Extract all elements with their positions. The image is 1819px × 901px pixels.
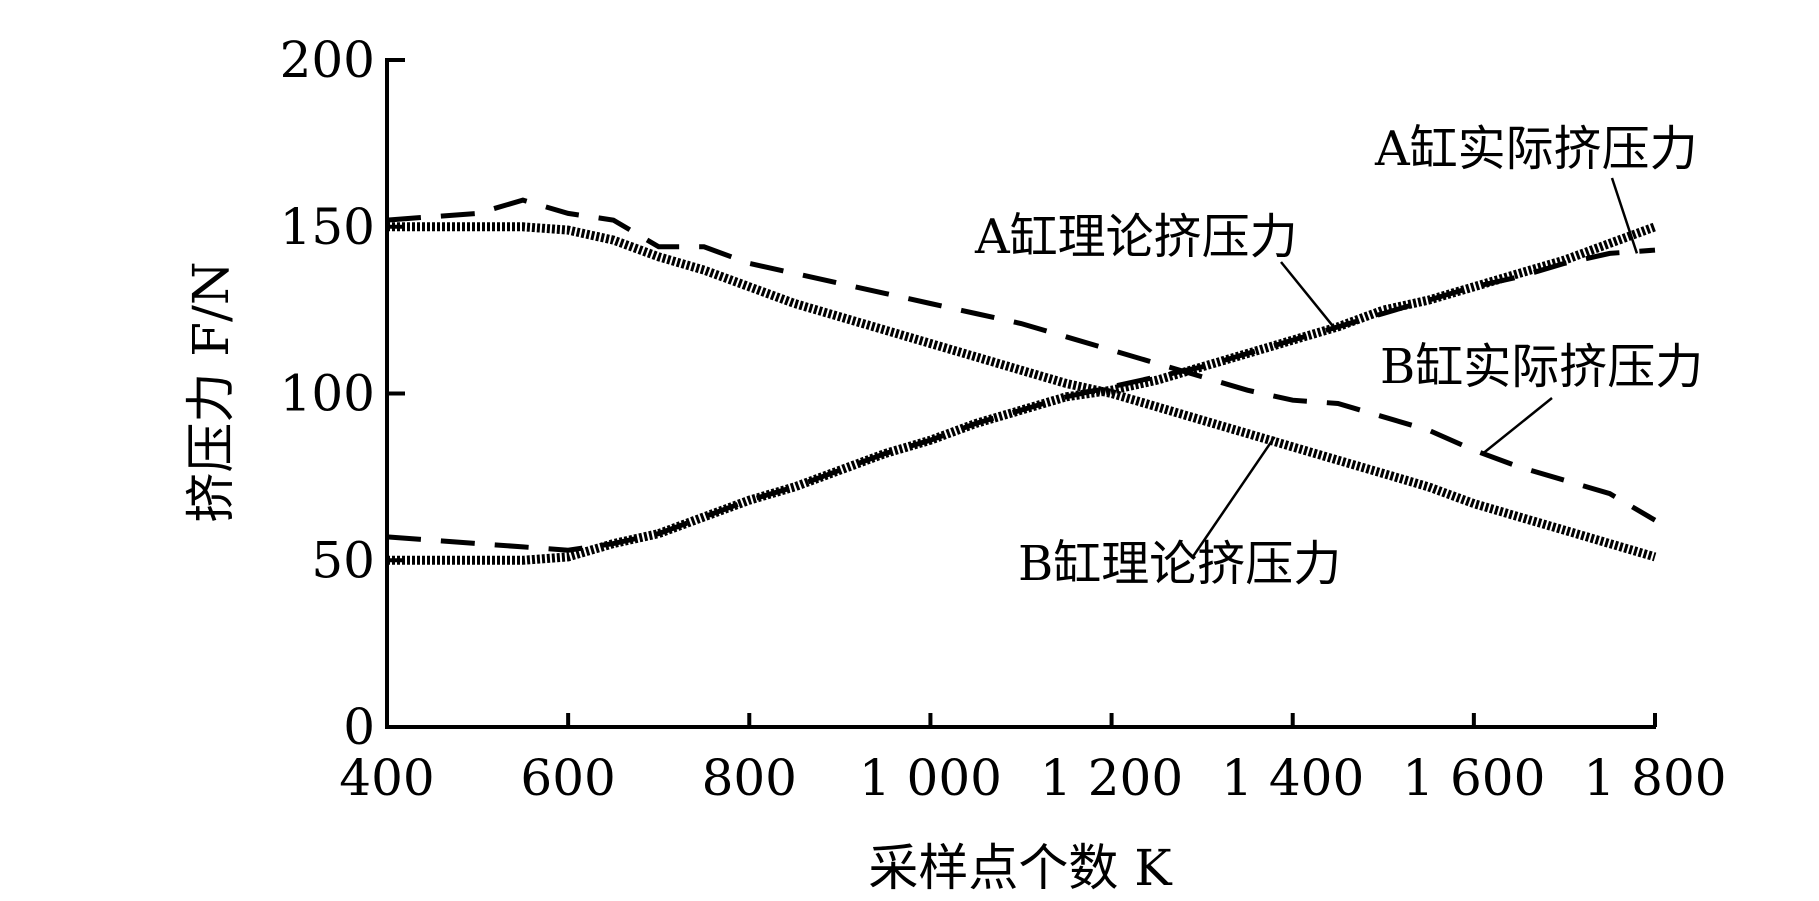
leader-b-theory bbox=[1190, 436, 1276, 559]
y-tick-label: 150 bbox=[280, 198, 375, 256]
x-tick-label: 1 600 bbox=[1402, 749, 1545, 807]
x-tick-label: 1 000 bbox=[859, 749, 1002, 807]
y-tick-label: 0 bbox=[343, 698, 375, 756]
annotation-b-actual: B缸实际挤压力 bbox=[1380, 339, 1703, 395]
leader-a-actual bbox=[1610, 177, 1639, 254]
annotation-a-theory: A缸理论挤压力 bbox=[974, 209, 1298, 265]
tick-layer: 400 600 800 1 000 1 200 1 400 1 600 1 800 0 50 100… bbox=[280, 31, 1727, 807]
series-b-actual-line bbox=[386, 197, 1657, 523]
series-layer bbox=[386, 197, 1657, 565]
leader-a-theory bbox=[1280, 261, 1335, 328]
series-a-actual-line bbox=[386, 247, 1656, 553]
y-tick-label: 50 bbox=[311, 531, 375, 589]
leader-b-actual bbox=[1482, 397, 1553, 455]
annotation-a-actual: A缸实际挤压力 bbox=[1374, 121, 1698, 177]
annotation-b-theory: B缸理论挤压力 bbox=[1018, 536, 1341, 592]
y-axis-title: 挤压力 F/N bbox=[182, 261, 240, 522]
x-axis-title: 采样点个数 K bbox=[868, 839, 1173, 897]
x-tick-label: 400 bbox=[339, 749, 434, 807]
series-b-theory-line bbox=[387, 222, 1657, 562]
y-tick-label: 100 bbox=[280, 365, 375, 423]
y-tick-label: 200 bbox=[280, 31, 375, 89]
x-tick-label: 1 200 bbox=[1040, 749, 1183, 807]
leader-layer bbox=[1190, 177, 1639, 559]
x-tick-label: 800 bbox=[702, 749, 797, 807]
x-tick-label: 1 400 bbox=[1221, 749, 1364, 807]
x-tick-label: 1 800 bbox=[1583, 749, 1726, 807]
x-tick-label: 600 bbox=[520, 749, 615, 807]
